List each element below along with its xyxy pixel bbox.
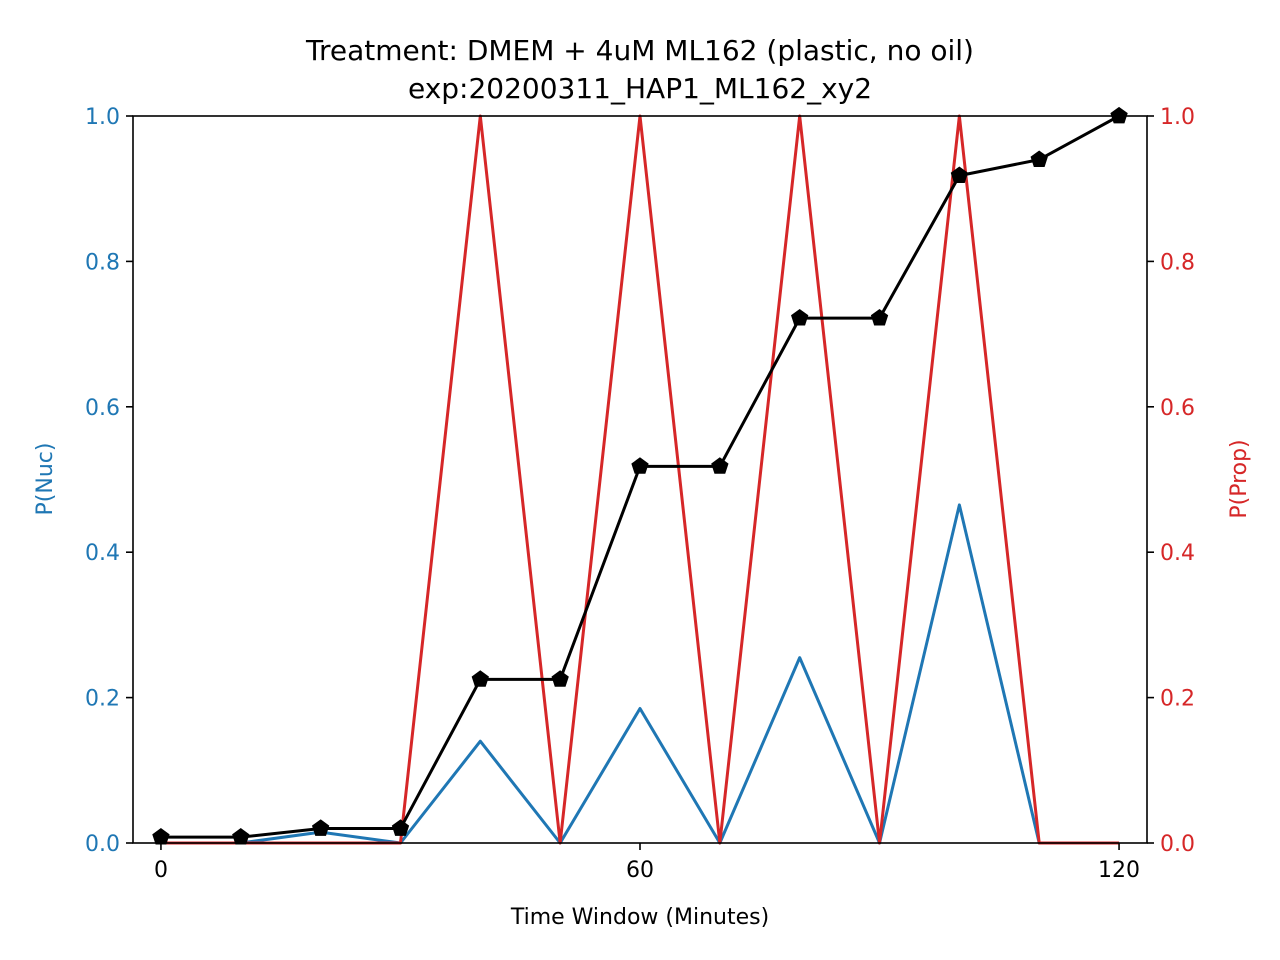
x-tick-label-2: 60 [626, 858, 654, 883]
series-3-point-8 [711, 457, 729, 474]
y-right-tick-label-2: 0.2 [1160, 687, 1195, 712]
series-3-point-5 [471, 670, 489, 687]
series-3-point-6 [551, 670, 569, 687]
plot-frame [132, 115, 1148, 844]
series-3-point-3 [311, 819, 330, 836]
y-right-tick-label-1: 0.0 [1160, 832, 1195, 857]
series-3-point-9 [791, 308, 809, 326]
y-left-tick-label-2: 0.2 [85, 687, 120, 712]
series-3-point-11 [950, 166, 969, 183]
series-line-3 [160, 114, 1120, 839]
y-right-tick-label-5: 0.8 [1160, 250, 1195, 275]
y-left-tick-label-5: 0.8 [85, 250, 120, 275]
axes-layer: 0 60 120 0.0 0.2 0.4 0.6 0.8 1.0 0.0 0.2 0.4 0.6 0.8 1… [85, 105, 1195, 883]
series-3-point-13 [1110, 106, 1128, 124]
y-left-tick-label-3: 0.4 [85, 541, 120, 566]
y-left-tick-label-6: 1.0 [85, 105, 120, 130]
series-3-point-1 [152, 828, 170, 845]
y-right-tick-label-4: 0.6 [1160, 396, 1195, 421]
series-line-2 [160, 114, 1120, 845]
y-left-tick-label-1: 0.0 [85, 832, 120, 857]
y-axis-label-right: P(Prop) [1227, 439, 1252, 518]
x-tick-label-1: 0 [154, 858, 168, 883]
series-3-point-7 [631, 457, 649, 474]
y-right-tick-label-3: 0.4 [1160, 541, 1195, 566]
chart-subtitle: exp:20200311_HAP1_ML162_xy2 [408, 72, 872, 105]
series-3-point-12 [1030, 150, 1048, 167]
x-axis-label: Time Window (Minutes) [510, 905, 769, 930]
y-axis-label-left: P(Nuc) [33, 443, 58, 516]
series-3-point-10 [870, 308, 889, 326]
series-3-point-4 [391, 819, 410, 836]
y-right-tick-label-6: 1.0 [1160, 105, 1195, 130]
y-left-tick-label-4: 0.6 [85, 396, 120, 421]
chart-title: Treatment: DMEM + 4uM ML162 (plastic, no… [305, 34, 974, 67]
series-3-point-2 [232, 828, 250, 845]
series-layer [152, 106, 1128, 845]
series-line-1 [160, 503, 1120, 845]
x-tick-label-3: 120 [1098, 858, 1140, 883]
